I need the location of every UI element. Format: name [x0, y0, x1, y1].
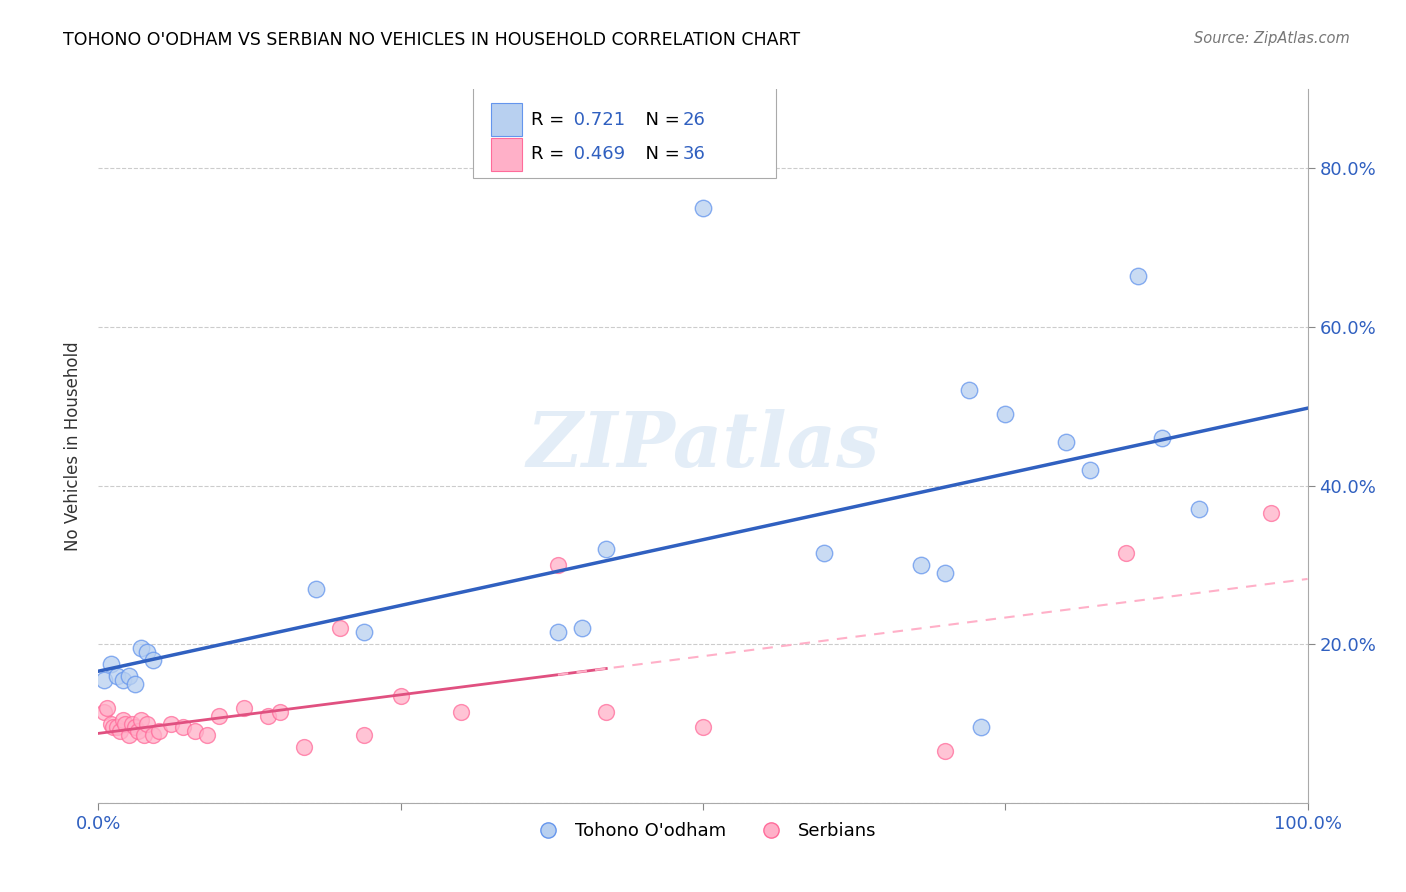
- Point: [135, 645, 157, 659]
- Point: [124, 677, 146, 691]
- Point: [195, 728, 218, 742]
- Point: [172, 721, 194, 735]
- Point: [292, 740, 315, 755]
- Point: [269, 705, 291, 719]
- Point: [121, 716, 143, 731]
- Point: [957, 384, 980, 398]
- Point: [129, 641, 152, 656]
- Point: [100, 657, 122, 671]
- Point: [142, 653, 165, 667]
- Point: [934, 744, 956, 758]
- Point: [329, 621, 352, 635]
- Point: [813, 546, 835, 560]
- Point: [389, 689, 412, 703]
- Text: 0.469: 0.469: [568, 145, 624, 163]
- Point: [1078, 463, 1101, 477]
- Point: [148, 724, 170, 739]
- Point: [353, 625, 375, 640]
- FancyBboxPatch shape: [492, 103, 522, 136]
- Point: [96, 700, 118, 714]
- Point: [692, 721, 714, 735]
- Point: [208, 708, 231, 723]
- Point: [118, 728, 141, 742]
- Point: [124, 721, 146, 735]
- Point: [595, 705, 617, 719]
- Point: [127, 724, 149, 739]
- Point: [111, 673, 134, 687]
- Point: [910, 558, 932, 572]
- Point: [450, 705, 472, 719]
- FancyBboxPatch shape: [492, 138, 522, 170]
- Point: [1188, 502, 1211, 516]
- Point: [1128, 268, 1150, 283]
- Point: [934, 566, 956, 580]
- Point: [129, 713, 152, 727]
- Point: [571, 621, 593, 635]
- Point: [305, 582, 328, 596]
- Point: [114, 716, 136, 731]
- Point: [105, 721, 128, 735]
- Point: [994, 407, 1017, 421]
- Point: [1152, 431, 1174, 445]
- FancyBboxPatch shape: [474, 86, 776, 178]
- Text: R =: R =: [531, 145, 571, 163]
- Point: [108, 724, 131, 739]
- Point: [1054, 435, 1077, 450]
- Text: ZIPatlas: ZIPatlas: [526, 409, 880, 483]
- Point: [595, 542, 617, 557]
- Point: [134, 728, 156, 742]
- Text: R =: R =: [531, 111, 571, 128]
- Point: [111, 713, 134, 727]
- Text: Source: ZipAtlas.com: Source: ZipAtlas.com: [1194, 31, 1350, 46]
- Point: [101, 721, 124, 735]
- Point: [353, 728, 375, 742]
- Legend: Tohono O'odham, Serbians: Tohono O'odham, Serbians: [522, 815, 884, 847]
- Point: [232, 700, 254, 714]
- Point: [135, 716, 157, 731]
- Text: 0.721: 0.721: [568, 111, 624, 128]
- Text: N =: N =: [634, 145, 686, 163]
- Text: N =: N =: [634, 111, 686, 128]
- Point: [1115, 546, 1137, 560]
- Point: [1260, 507, 1282, 521]
- Point: [105, 669, 128, 683]
- Point: [142, 728, 165, 742]
- Point: [160, 716, 183, 731]
- Point: [547, 558, 569, 572]
- Point: [970, 721, 993, 735]
- Text: 36: 36: [682, 145, 706, 163]
- Point: [93, 673, 115, 687]
- Point: [118, 669, 141, 683]
- Text: TOHONO O'ODHAM VS SERBIAN NO VEHICLES IN HOUSEHOLD CORRELATION CHART: TOHONO O'ODHAM VS SERBIAN NO VEHICLES IN…: [63, 31, 800, 49]
- Point: [692, 201, 714, 215]
- Y-axis label: No Vehicles in Household: No Vehicles in Household: [65, 341, 83, 551]
- Point: [184, 724, 207, 739]
- Point: [100, 716, 122, 731]
- Point: [547, 625, 569, 640]
- Text: 26: 26: [682, 111, 706, 128]
- Point: [93, 705, 115, 719]
- Point: [256, 708, 278, 723]
